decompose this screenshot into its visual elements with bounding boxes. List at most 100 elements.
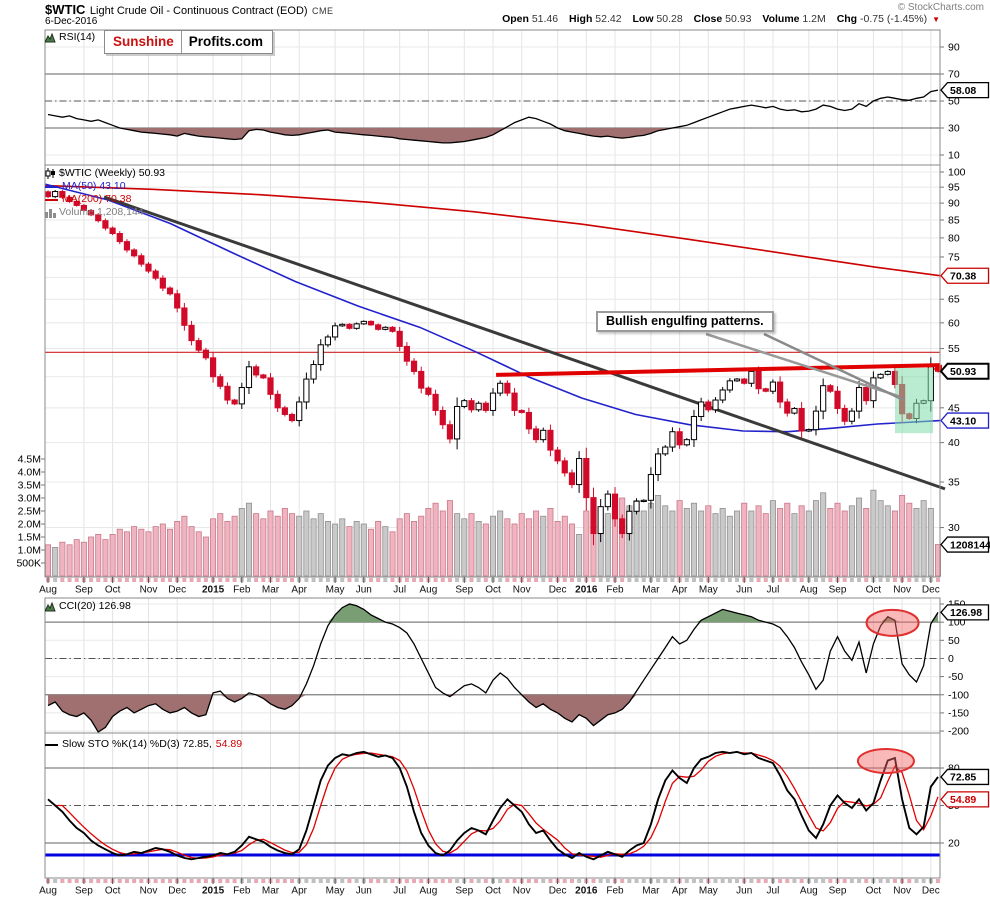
candle-body <box>884 370 891 375</box>
volume-bar <box>95 534 102 577</box>
candle-body <box>475 402 482 411</box>
candle-body <box>669 431 676 448</box>
candle-body <box>590 497 597 535</box>
candle-body <box>568 472 576 486</box>
price-last-label: 50.93 <box>950 366 976 378</box>
volume-bar <box>690 502 697 577</box>
volume-axis-label: 3.5M <box>18 480 41 492</box>
volume-bar <box>748 510 755 577</box>
volume-bar <box>346 526 353 577</box>
candle-body <box>511 392 518 411</box>
candle-body <box>619 518 626 535</box>
x-axis-label: Nov <box>140 585 158 596</box>
candle-body <box>662 446 669 455</box>
volume-bar <box>138 528 145 577</box>
volume-bar <box>856 497 863 577</box>
volume-bar <box>805 510 812 577</box>
x-axis-label: 2015 <box>202 886 225 897</box>
volume-bar <box>497 510 504 577</box>
volume-axis-label: 2.0M <box>18 519 41 531</box>
axis-tick-label: 80 <box>948 763 960 775</box>
sto-legend-label: Slow STO %K(14) %D(3) 72.85, <box>62 738 212 750</box>
chg-value: -0.75 (-1.45%) <box>860 13 928 25</box>
volume-bars-icon <box>45 208 56 218</box>
x-axis-label: Feb <box>233 585 251 596</box>
volume-bar <box>762 513 769 577</box>
volume-bar <box>425 507 432 577</box>
candle-body <box>138 255 145 265</box>
rsi-legend-label: RSI(14) <box>59 31 96 43</box>
x-axis-label: Jul <box>767 585 780 596</box>
volume-bar <box>375 521 382 577</box>
x-axis-label: Sep <box>455 886 473 897</box>
x-axis-label: Feb <box>606 886 624 897</box>
candle-body <box>346 323 353 329</box>
volume-bar <box>482 523 489 577</box>
volume-bar <box>834 502 841 577</box>
candle-body <box>360 320 367 325</box>
volume-bar <box>367 528 374 577</box>
candle-body <box>848 410 855 422</box>
candle-body <box>497 382 504 394</box>
close-value: 50.93 <box>725 13 752 25</box>
x-axis-label: Dec <box>922 886 940 897</box>
candle-body <box>403 345 410 362</box>
axis-tick-label: 80 <box>948 232 960 244</box>
symbol-name: $WTIC <box>45 2 86 17</box>
volume-bar <box>66 544 73 577</box>
volume-bar <box>935 544 942 577</box>
axis-tick-label: 35 <box>948 477 960 489</box>
chart-date: 6-Dec-2016 <box>45 16 98 27</box>
candle-body <box>755 370 762 390</box>
candle-body <box>647 474 655 501</box>
x-axis-label: Dec <box>168 585 186 596</box>
volume-bar <box>712 513 719 577</box>
axis-tick-label: 65 <box>948 294 960 306</box>
volume-bar <box>913 507 920 577</box>
x-axis-label: Mar <box>642 886 660 897</box>
axis-tick-label: 50 <box>948 96 960 108</box>
volume-bar <box>877 500 884 577</box>
volume-bar <box>131 526 138 577</box>
axis-tick-label: 20 <box>948 838 960 850</box>
volume-bar <box>418 515 425 577</box>
candle-body <box>367 320 375 326</box>
x-axis-label: Aug <box>800 585 818 596</box>
candle-body <box>482 402 489 411</box>
candle-body <box>504 382 511 394</box>
volume-bar <box>906 502 913 577</box>
volume-bar <box>547 507 554 577</box>
ma50-line-swatch <box>45 185 58 188</box>
axis-tick-label: 10 <box>948 150 960 162</box>
axis-tick-label: 95 <box>948 182 960 194</box>
x-axis-label: Aug <box>39 886 57 897</box>
volume-axis-label: 1.0M <box>18 545 41 557</box>
x-axis-label: Dec <box>549 886 567 897</box>
candle-body <box>209 357 217 378</box>
sto-d-last-label-box <box>940 791 990 808</box>
x-axis-label: Apr <box>672 886 688 897</box>
sunshine-profits-logo[interactable]: Sunshine Profits.com <box>104 30 274 54</box>
ma200-legend-label: MA(200) 70.38 <box>62 193 132 205</box>
axis-tick-label: 75 <box>948 251 960 263</box>
x-axis-label: Apr <box>672 585 688 596</box>
low-value: 50.28 <box>656 13 683 25</box>
cci-last-label: 126.98 <box>950 607 982 619</box>
cci-line <box>47 603 939 733</box>
x-axis-label: Nov <box>140 886 158 897</box>
candle-body <box>66 196 73 202</box>
candle-body <box>432 393 439 411</box>
volume-bar <box>884 505 891 577</box>
candle-body <box>181 307 188 326</box>
candle-body <box>583 458 590 499</box>
candle-body <box>841 407 848 422</box>
candle-body <box>518 409 525 413</box>
axis-tick-label: 85 <box>948 214 960 226</box>
candle-body <box>834 390 841 409</box>
volume-bar <box>568 523 575 577</box>
chart-title: $WTIC Light Crude Oil - Continuous Contr… <box>45 1 334 19</box>
candle-body <box>174 293 181 309</box>
volume-bar <box>705 505 712 577</box>
volume-bar <box>274 515 281 577</box>
candle-body <box>52 191 59 198</box>
